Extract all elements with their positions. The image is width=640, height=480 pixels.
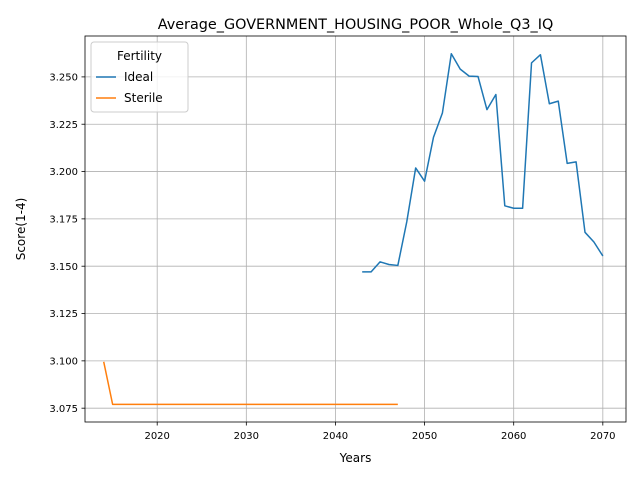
y-axis-ticks: 3.075 3.100 3.125 3.150 3.175 3.200 3.225 3.250	[49, 72, 85, 415]
x-tick-label: 2070	[590, 431, 615, 442]
legend: Fertility Ideal Sterile	[90, 41, 189, 113]
y-axis-label: Score(1-4)	[14, 198, 28, 261]
x-tick-label: 2020	[144, 431, 169, 442]
chart-title: Average_GOVERNMENT_HOUSING_POOR_Whole_Q3…	[158, 17, 554, 33]
x-tick-label: 2060	[501, 431, 526, 442]
y-tick-label: 3.225	[49, 120, 78, 131]
x-tick-label: 2040	[323, 431, 348, 442]
x-tick-label: 2050	[412, 431, 437, 442]
y-tick-label: 3.100	[49, 356, 78, 367]
x-axis-label: Years	[339, 451, 372, 465]
legend-title: Fertility	[117, 49, 162, 63]
series-lines	[102, 53, 604, 406]
series-line-sterile	[102, 361, 398, 406]
y-tick-label: 3.250	[49, 72, 78, 83]
legend-box	[90, 41, 189, 113]
y-tick-label: 3.150	[49, 262, 78, 273]
y-tick-label: 3.175	[49, 214, 78, 225]
y-tick-label: 3.125	[49, 309, 78, 320]
legend-label-sterile: Sterile	[124, 91, 163, 105]
plot-frame	[84, 35, 627, 423]
x-axis-ticks: 2020 2030 2040 2050 2060 2070	[144, 422, 616, 442]
series-line-ideal	[362, 53, 604, 273]
y-tick-label: 3.200	[49, 167, 78, 178]
x-tick-label: 2030	[234, 431, 259, 442]
grid	[85, 36, 626, 422]
legend-label-ideal: Ideal	[124, 70, 153, 84]
y-tick-label: 3.075	[49, 404, 78, 415]
